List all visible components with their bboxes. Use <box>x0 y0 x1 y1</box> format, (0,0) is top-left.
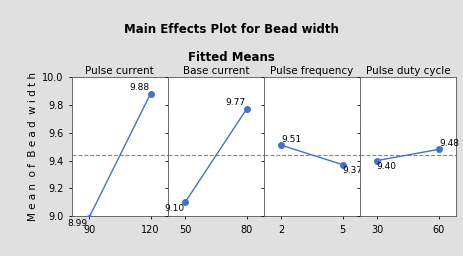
Title: Pulse current: Pulse current <box>86 66 154 76</box>
Text: 9.51: 9.51 <box>281 135 301 144</box>
Text: 9.10: 9.10 <box>164 204 184 213</box>
Text: 8.99: 8.99 <box>68 219 88 228</box>
Text: 9.77: 9.77 <box>225 99 246 108</box>
Text: 9.48: 9.48 <box>440 139 460 148</box>
Text: Main Effects Plot for Bead width: Main Effects Plot for Bead width <box>124 23 339 36</box>
Text: 9.88: 9.88 <box>130 83 150 92</box>
Y-axis label: M e a n  o f  B e a d  w i d t h: M e a n o f B e a d w i d t h <box>28 72 38 221</box>
Title: Pulse duty cycle: Pulse duty cycle <box>366 66 450 76</box>
Title: Base current: Base current <box>182 66 249 76</box>
Text: 9.37: 9.37 <box>343 166 363 175</box>
Title: Pulse frequency: Pulse frequency <box>270 66 354 76</box>
Text: Fitted Means: Fitted Means <box>188 51 275 64</box>
Text: 9.40: 9.40 <box>376 162 396 171</box>
